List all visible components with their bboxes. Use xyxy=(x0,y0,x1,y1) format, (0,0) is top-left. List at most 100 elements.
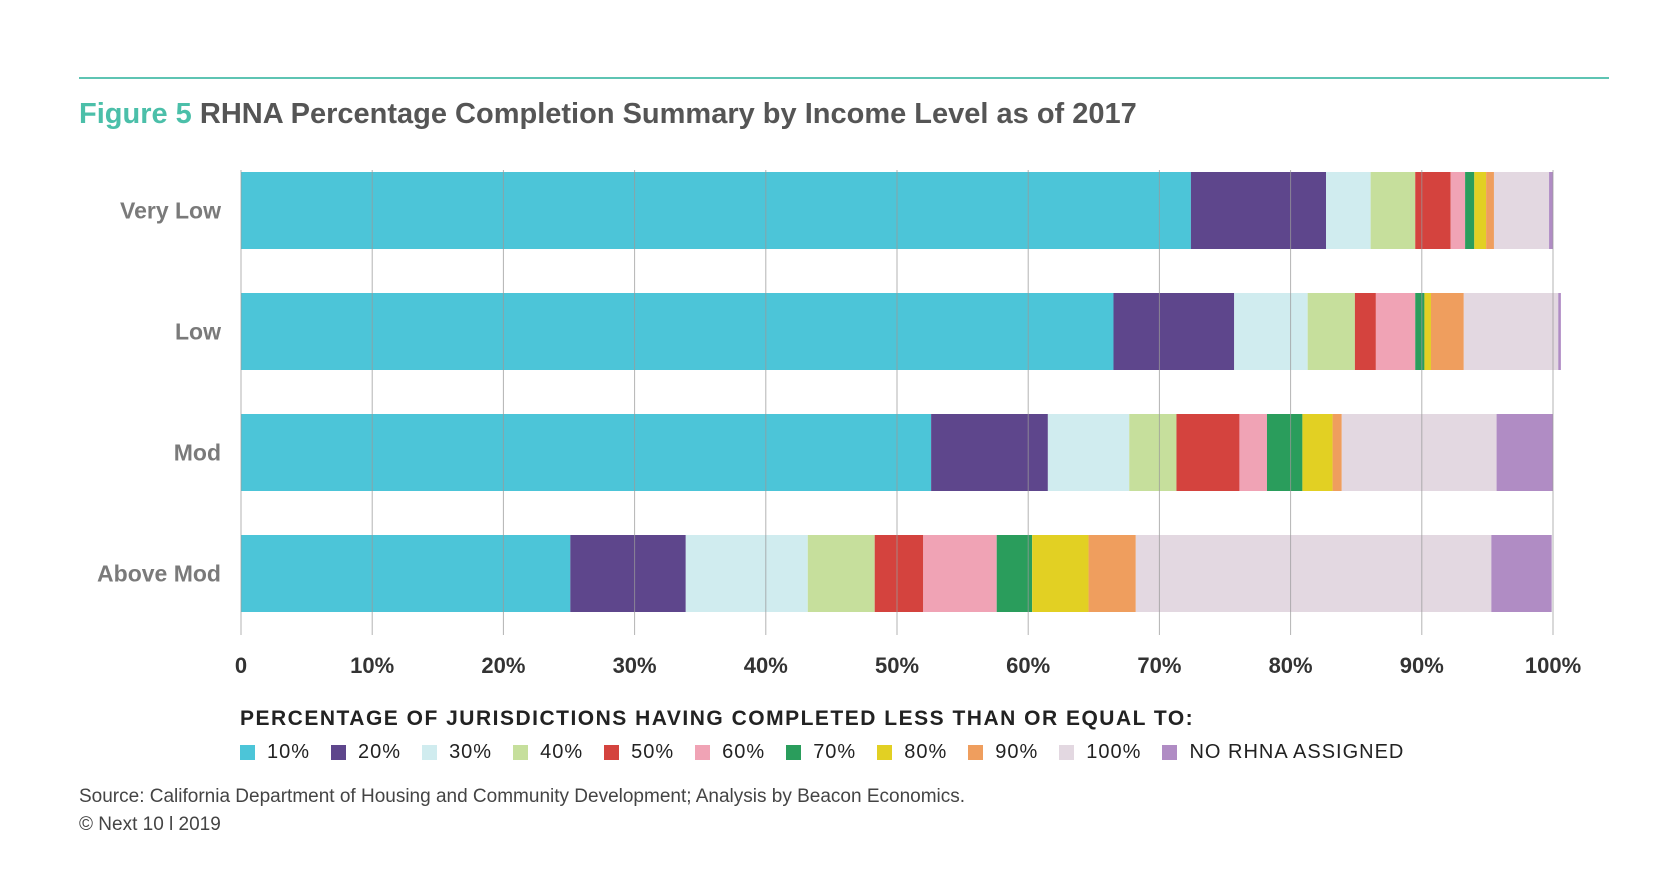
legend-swatch-5 xyxy=(604,745,620,760)
legend-swatch-3 xyxy=(422,745,438,760)
bar-segment-1-8 xyxy=(1474,172,1487,249)
bar-segment-4-4 xyxy=(807,535,875,612)
bar-segment-2-8 xyxy=(1424,293,1431,370)
bar-segment-1-7 xyxy=(1465,172,1475,249)
legend-swatch-10 xyxy=(1059,745,1075,760)
legend-swatch-1 xyxy=(240,745,255,760)
legend-swatch-4 xyxy=(513,745,529,760)
legend-item-2: 20% xyxy=(331,741,401,764)
figure-label: Figure 5 xyxy=(79,98,192,130)
title-rule xyxy=(79,77,1609,79)
category-label-1: Very Low xyxy=(120,198,221,224)
bar-segment-1-9 xyxy=(1486,172,1494,249)
stacked-bar-chart: Very Low Low Mod Above Mod 0 10% 20% 30% 40% 50% 6… xyxy=(97,170,1581,678)
bar-segment-1-11 xyxy=(1549,172,1553,249)
x-tick-label-9: 80% xyxy=(1269,653,1313,678)
chart-title: Figure 5 RHNA Percentage Completion Summ… xyxy=(79,98,1137,131)
bar-segment-1-5 xyxy=(1415,172,1451,249)
legend-item-10: 100% xyxy=(1059,741,1141,764)
legend-label-3: 30% xyxy=(449,741,493,763)
bar-segment-2-6 xyxy=(1375,293,1416,370)
bar-segment-4-2 xyxy=(570,535,686,612)
bar-segment-1-10 xyxy=(1493,172,1550,249)
x-tick-label-11: 100% xyxy=(1525,653,1581,678)
category-label-3: Mod xyxy=(174,440,221,466)
legend-label-10: 100% xyxy=(1086,741,1142,763)
source-note: Source: California Department of Housing… xyxy=(79,786,966,807)
legend-label-1: 10% xyxy=(267,741,311,763)
bar-segment-2-9 xyxy=(1430,293,1464,370)
bar-segment-3-10 xyxy=(1341,414,1497,491)
x-tick-label-6: 50% xyxy=(875,653,919,678)
legend: 10% 20% 30% 40% 50% 60% 70% 80% 90% 100% NO RHNA A… xyxy=(240,741,1425,764)
bar-segment-4-1 xyxy=(241,535,571,612)
legend-item-6: 60% xyxy=(695,741,765,764)
x-tick-label-5: 40% xyxy=(744,653,788,678)
bar-segment-4-9 xyxy=(1088,535,1136,612)
x-tick-label-2: 10% xyxy=(350,653,394,678)
bar-segment-1-3 xyxy=(1326,172,1371,249)
bar-segment-3-8 xyxy=(1302,414,1333,491)
bar-segment-4-6 xyxy=(923,535,997,612)
legend-swatch-2 xyxy=(331,745,347,760)
bar-segment-1-6 xyxy=(1450,172,1466,249)
legend-item-5: 50% xyxy=(604,741,674,764)
legend-item-11: NO RHNA ASSIGNED xyxy=(1162,741,1404,764)
bar-segment-2-2 xyxy=(1113,293,1235,370)
bar-segment-2-3 xyxy=(1234,293,1308,370)
bar-segment-4-8 xyxy=(1032,535,1089,612)
bar-segment-2-1 xyxy=(241,293,1114,370)
bar-segment-4-7 xyxy=(996,535,1033,612)
legend-item-1: 10% xyxy=(240,741,310,764)
legend-label-6: 60% xyxy=(722,741,766,763)
bar-segment-2-4 xyxy=(1307,293,1355,370)
bar-segment-4-5 xyxy=(874,535,924,612)
legend-title: PERCENTAGE OF JURISDICTIONS HAVING COMPL… xyxy=(240,707,1195,730)
legend-label-5: 50% xyxy=(631,741,675,763)
x-tick-label-1: 0 xyxy=(235,653,247,678)
legend-swatch-7 xyxy=(786,745,802,760)
legend-swatch-6 xyxy=(695,745,711,760)
legend-item-4: 40% xyxy=(513,741,583,764)
bar-segment-2-11 xyxy=(1558,293,1561,370)
bar-segment-1-4 xyxy=(1370,172,1416,249)
bar-segment-3-9 xyxy=(1332,414,1342,491)
copyright-note: © Next 10 l 2019 xyxy=(79,814,221,835)
bar-segment-3-2 xyxy=(931,414,1048,491)
bar-segment-2-7 xyxy=(1415,293,1425,370)
legend-label-4: 40% xyxy=(540,741,584,763)
legend-label-2: 20% xyxy=(358,741,402,763)
bar-segment-3-4 xyxy=(1129,414,1177,491)
bar-segment-4-10 xyxy=(1135,535,1492,612)
bar-segment-2-10 xyxy=(1463,293,1559,370)
legend-item-9: 90% xyxy=(968,741,1038,764)
bar-segment-2-5 xyxy=(1354,293,1376,370)
bar-segment-3-3 xyxy=(1047,414,1130,491)
title-text: RHNA Percentage Completion Summary by In… xyxy=(199,98,1137,130)
category-label-2: Low xyxy=(175,319,221,345)
x-tick-label-10: 90% xyxy=(1400,653,1444,678)
bar-segment-3-11 xyxy=(1496,414,1553,491)
x-tick-label-7: 60% xyxy=(1006,653,1050,678)
bar-segment-3-5 xyxy=(1176,414,1240,491)
legend-label-7: 70% xyxy=(813,741,857,763)
legend-item-8: 80% xyxy=(877,741,947,764)
x-tick-label-4: 30% xyxy=(613,653,657,678)
bar-segment-4-11 xyxy=(1491,535,1552,612)
legend-item-7: 70% xyxy=(786,741,856,764)
bar-segment-3-7 xyxy=(1266,414,1303,491)
x-tick-label-8: 70% xyxy=(1137,653,1181,678)
bar-segment-1-2 xyxy=(1190,172,1327,249)
x-tick-label-3: 20% xyxy=(481,653,525,678)
legend-swatch-8 xyxy=(877,745,893,760)
bar-segment-3-6 xyxy=(1239,414,1267,491)
legend-label-11: NO RHNA ASSIGNED xyxy=(1189,741,1405,763)
category-label-4: Above Mod xyxy=(97,561,221,587)
legend-swatch-9 xyxy=(968,745,984,760)
bar-segment-4-3 xyxy=(685,535,808,612)
legend-item-3: 30% xyxy=(422,741,492,764)
legend-label-9: 90% xyxy=(995,741,1039,763)
legend-swatch-11 xyxy=(1162,745,1178,760)
bar-segment-3-1 xyxy=(241,414,932,491)
bar-segment-1-1 xyxy=(241,172,1191,249)
